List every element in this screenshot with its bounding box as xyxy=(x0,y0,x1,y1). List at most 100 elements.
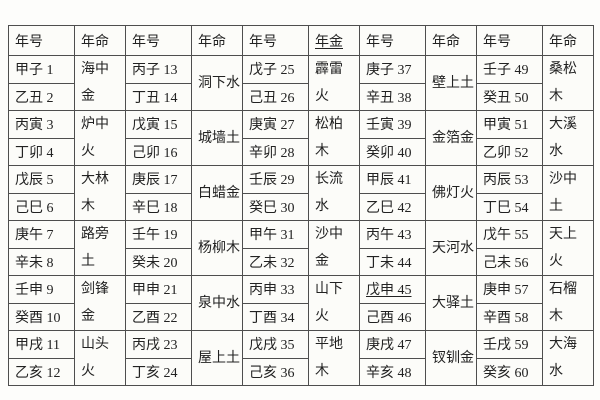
year-cell: 壬午 19 xyxy=(125,220,192,249)
fate-cell: 沙中金 xyxy=(308,220,360,276)
fate-cell: 路旁土 xyxy=(74,220,126,276)
year-cell: 己丑 26 xyxy=(242,82,309,111)
fate-cell: 沙中土 xyxy=(542,165,594,221)
year-cell: 丁巳 54 xyxy=(476,192,543,221)
fate-line: 钗钏金 xyxy=(432,350,474,366)
fate-cell: 山下火 xyxy=(308,275,360,331)
year-cell: 辛亥 48 xyxy=(359,357,426,386)
fate-line: 长流 xyxy=(315,172,343,187)
year-cell: 甲寅 51 xyxy=(476,110,543,139)
fate-line: 路旁 xyxy=(81,227,109,242)
table-row: 戊辰 5 大林木 庚辰 17 白蜡金 壬辰 29 长流水 甲辰 41 佛灯火 丙… xyxy=(8,165,594,221)
fate-line: 金 xyxy=(315,254,329,269)
col-header-fate: 年命 xyxy=(542,25,594,56)
fate-cell: 平地木 xyxy=(308,330,360,386)
fate-line: 木 xyxy=(315,144,329,159)
fate-cell: 霹雷火 xyxy=(308,55,360,111)
fate-line: 壁上土 xyxy=(432,75,474,91)
fate-line: 沙中 xyxy=(549,172,577,187)
fate-cell: 泉中水 xyxy=(191,275,243,331)
fate-cell: 钗钏金 xyxy=(425,330,477,386)
year-cell: 壬子 49 xyxy=(476,55,543,84)
fate-line: 海中 xyxy=(81,62,109,77)
year-cell: 乙亥 12 xyxy=(8,357,75,386)
col-header-fate: 年命 xyxy=(74,25,126,56)
year-cell: 戊寅 15 xyxy=(125,110,192,139)
year-cell-underlined: 戊申 45 xyxy=(359,275,426,304)
year-cell: 乙卯 52 xyxy=(476,137,543,166)
fate-line: 金 xyxy=(81,89,95,104)
fate-cell: 洞下水 xyxy=(191,55,243,111)
col-header-year: 年号 xyxy=(476,25,543,56)
fate-cell: 山头火 xyxy=(74,330,126,386)
fate-cell: 壁上土 xyxy=(425,55,477,111)
year-cell: 乙未 32 xyxy=(242,247,309,276)
year-cell: 癸丑 50 xyxy=(476,82,543,111)
fate-line: 火 xyxy=(315,309,329,324)
col-header-year: 年号 xyxy=(359,25,426,56)
fate-line: 石榴 xyxy=(549,282,577,297)
year-cell: 辛丑 38 xyxy=(359,82,426,111)
year-cell: 庚戌 47 xyxy=(359,330,426,359)
fate-line: 金 xyxy=(81,309,95,324)
year-cell: 壬寅 39 xyxy=(359,110,426,139)
fate-cell: 佛灯火 xyxy=(425,165,477,221)
year-cell: 己未 56 xyxy=(476,247,543,276)
fate-cell: 剑锋金 xyxy=(74,275,126,331)
fate-cell: 石榴木 xyxy=(542,275,594,331)
col-header-fate: 年命 xyxy=(425,25,477,56)
fate-cell: 松柏木 xyxy=(308,110,360,166)
fate-line: 木 xyxy=(549,89,563,104)
fate-line: 杨柳木 xyxy=(198,240,240,256)
year-cell: 丁丑 14 xyxy=(125,82,192,111)
fate-line: 天上 xyxy=(549,227,577,242)
fate-line: 剑锋 xyxy=(81,282,109,297)
year-cell: 癸未 20 xyxy=(125,247,192,276)
col-header-year: 年号 xyxy=(125,25,192,56)
fate-line: 炉中 xyxy=(81,117,109,132)
table-row: 丙寅 3 炉中火 戊寅 15 城墙土 庚寅 27 松柏木 壬寅 39 金箔金 甲… xyxy=(8,110,594,166)
year-cell: 辛巳 18 xyxy=(125,192,192,221)
fate-line: 大溪 xyxy=(549,117,577,132)
year-cell: 癸巳 30 xyxy=(242,192,309,221)
fate-line: 山头 xyxy=(81,337,109,352)
year-cell: 甲子 1 xyxy=(8,55,75,84)
fate-line: 木 xyxy=(81,199,95,214)
table-row: 己巳 6 辛巳 18 癸巳 30 乙巳 42 丁巳 54 xyxy=(8,192,594,221)
fate-line: 土 xyxy=(549,199,563,214)
year-cell: 乙丑 2 xyxy=(8,82,75,111)
header-row: 年号 年命 年号 年命 年号 年金 年号 年命 年号 年命 xyxy=(8,25,594,56)
fate-line: 天河水 xyxy=(432,240,474,256)
fate-line: 城墙土 xyxy=(198,130,240,146)
fate-cell: 天上火 xyxy=(542,220,594,276)
year-cell: 庚寅 27 xyxy=(242,110,309,139)
fate-line: 木 xyxy=(315,364,329,379)
year-cell: 壬辰 29 xyxy=(242,165,309,194)
year-cell: 辛酉 58 xyxy=(476,302,543,331)
year-cell: 乙巳 42 xyxy=(359,192,426,221)
fate-line: 水 xyxy=(549,364,563,379)
fate-line: 火 xyxy=(81,364,95,379)
fate-cell: 海中金 xyxy=(74,55,126,111)
year-cell: 戊戌 35 xyxy=(242,330,309,359)
year-cell: 丁卯 4 xyxy=(8,137,75,166)
year-cell: 辛未 8 xyxy=(8,247,75,276)
fate-cell: 桑松木 xyxy=(542,55,594,111)
fate-cell: 炉中火 xyxy=(74,110,126,166)
year-cell: 癸酉 10 xyxy=(8,302,75,331)
fate-cell: 大海水 xyxy=(542,330,594,386)
year-cell: 戊午 55 xyxy=(476,220,543,249)
year-cell: 甲午 31 xyxy=(242,220,309,249)
table-row: 庚午 7 路旁土 壬午 19 杨柳木 甲午 31 沙中金 丙午 43 天河水 戊… xyxy=(8,220,594,276)
table-row: 甲子 1 海中金 丙子 13 洞下水 戊子 25 霹雷火 庚子 37 壁上土 壬… xyxy=(8,55,594,111)
fate-cell: 金箔金 xyxy=(425,110,477,166)
year-cell: 己卯 16 xyxy=(125,137,192,166)
table-row: 辛未 8 癸未 20 乙未 32 丁未 44 己未 56 xyxy=(8,247,594,276)
year-cell: 丙午 43 xyxy=(359,220,426,249)
fate-line: 火 xyxy=(315,89,329,104)
fate-line: 沙中 xyxy=(315,227,343,242)
fate-line: 水 xyxy=(549,144,563,159)
year-cell: 丁酉 34 xyxy=(242,302,309,331)
fate-line: 火 xyxy=(81,144,95,159)
